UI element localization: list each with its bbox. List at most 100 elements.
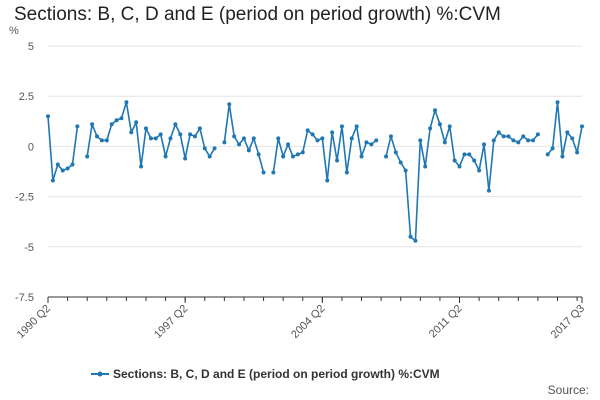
data-point — [447, 124, 452, 129]
legend[interactable]: Sections: B, C, D and E (period on perio… — [91, 367, 440, 381]
data-point — [119, 116, 124, 121]
data-point — [70, 162, 75, 167]
data-point — [104, 138, 109, 143]
data-point — [94, 134, 99, 139]
x-tick-label: 2004 Q2 — [289, 303, 327, 341]
data-point — [163, 154, 168, 159]
data-point — [168, 136, 173, 141]
data-point — [393, 150, 398, 155]
data-point — [580, 124, 584, 129]
data-point — [237, 142, 242, 147]
data-point — [222, 140, 227, 145]
data-point — [501, 134, 506, 139]
data-point — [408, 234, 413, 239]
data-point — [437, 122, 442, 127]
data-point — [188, 132, 193, 137]
data-point — [433, 108, 438, 113]
data-point — [482, 142, 487, 147]
data-point — [241, 136, 246, 141]
data-point — [555, 100, 560, 105]
data-point — [295, 152, 300, 157]
data-point — [114, 118, 119, 123]
x-tick-label: 2017 Q3 — [549, 303, 587, 341]
data-point — [428, 126, 433, 131]
data-point — [364, 140, 369, 145]
data-point — [477, 168, 482, 173]
data-point — [560, 154, 565, 159]
data-point — [349, 136, 354, 141]
data-point — [467, 152, 472, 157]
x-axis: 1990 Q2 1997 Q2 2004 Q2 2011 Q2 2017 Q3 — [15, 296, 587, 341]
data-point — [423, 164, 428, 169]
data-point — [325, 178, 330, 183]
data-point — [315, 138, 320, 143]
x-tick-label: 1990 Q2 — [15, 303, 53, 341]
data-point — [90, 122, 95, 127]
data-point — [75, 124, 80, 129]
data-point — [388, 134, 393, 139]
data-point — [418, 138, 423, 143]
legend-swatch-marker — [97, 371, 103, 377]
x-tick-label: 1997 Q2 — [152, 303, 190, 341]
series-line — [47, 101, 583, 242]
data-point — [148, 136, 153, 141]
data-point — [65, 166, 70, 171]
data-point — [129, 130, 134, 135]
data-point — [575, 150, 580, 155]
data-point — [109, 122, 114, 127]
data-point — [139, 164, 144, 169]
data-point — [462, 152, 467, 157]
data-point — [570, 136, 575, 141]
data-point — [202, 146, 207, 151]
data-point — [359, 154, 364, 159]
y-tick-label: 5 — [28, 41, 34, 53]
data-point — [384, 154, 389, 159]
data-point — [344, 170, 349, 175]
data-point — [173, 122, 178, 127]
y-axis: % 5 2.5 0 -2.5 -5 -7.5 — [9, 25, 34, 304]
data-point — [271, 170, 276, 175]
grid-lines — [48, 45, 582, 298]
data-point — [398, 160, 403, 165]
data-point — [550, 146, 555, 151]
data-point — [261, 170, 266, 175]
y-axis-unit-label: % — [9, 25, 19, 37]
data-point — [526, 138, 531, 143]
y-tick-label: 2.5 — [19, 91, 34, 103]
data-point — [286, 142, 291, 147]
data-point — [496, 130, 501, 135]
data-point — [207, 154, 212, 159]
data-point — [452, 158, 457, 163]
source-label: Source: — [548, 383, 589, 397]
series-layer — [46, 100, 584, 243]
data-point — [178, 132, 183, 137]
data-point — [511, 138, 516, 143]
x-tick-label: 2011 Q2 — [427, 303, 465, 341]
data-point — [531, 138, 536, 143]
legend-label: Sections: B, C, D and E (period on perio… — [113, 367, 440, 381]
data-point — [472, 158, 477, 163]
data-point — [251, 136, 256, 141]
data-point — [85, 154, 90, 159]
data-point — [413, 238, 418, 243]
data-point — [305, 128, 310, 133]
y-tick-label: 0 — [28, 141, 34, 153]
data-point — [442, 140, 447, 145]
data-point — [246, 148, 251, 153]
data-point — [516, 140, 521, 145]
data-point — [153, 136, 158, 141]
data-point — [50, 178, 55, 183]
y-tick-label: -7.5 — [15, 292, 34, 304]
data-point — [335, 158, 340, 163]
data-point — [99, 138, 104, 143]
data-point — [134, 120, 139, 125]
data-point — [354, 124, 359, 129]
data-point — [256, 152, 261, 157]
data-point — [232, 134, 237, 139]
data-point — [545, 152, 550, 157]
data-point — [143, 126, 148, 131]
data-point — [339, 124, 344, 129]
data-point — [300, 150, 305, 155]
chart-title: Sections: B, C, D and E (period on perio… — [14, 4, 501, 25]
